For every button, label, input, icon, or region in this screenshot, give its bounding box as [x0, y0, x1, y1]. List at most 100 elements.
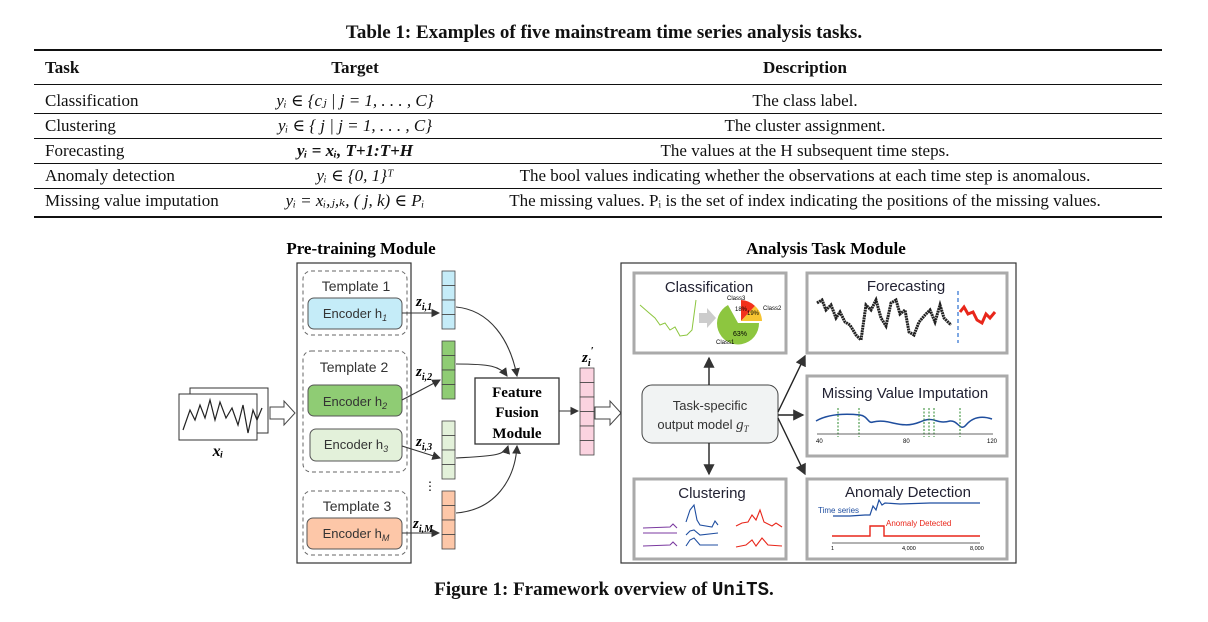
embedding-label-2: zi,2: [415, 364, 432, 383]
row-description: The cluster assignment.: [724, 116, 886, 135]
anomaly-tick: 4,000: [902, 546, 916, 552]
row-target: yᵢ ∈ {cⱼ | j = 1, . . . , C}: [276, 91, 434, 110]
template-2-label: Template 2: [320, 359, 389, 375]
clustering-panel: Clustering: [632, 477, 788, 561]
class3-percent: 18%: [735, 307, 748, 313]
row-rule: [34, 188, 1162, 189]
imputation-panel: Missing Value Imputation 40 80 120: [805, 374, 1009, 458]
analysis-title: Analysis Task Module: [746, 239, 906, 258]
imputation-tick: 40: [816, 439, 823, 445]
embedding-label-3: zi,3: [415, 434, 432, 453]
anomaly-detected-label: Anomaly Detected: [886, 519, 951, 528]
fused-vector-cell: [579, 411, 595, 427]
row-description: The values at the H subsequent time step…: [660, 141, 950, 160]
row-target: yᵢ ∈ {0, 1}ᵀ: [316, 166, 394, 185]
embedding-vector-cell: [441, 285, 456, 301]
class3-label: Class3: [727, 296, 746, 302]
embedding-vector-cell: [441, 490, 456, 506]
encoder-h1-label: Encoder h1: [323, 306, 387, 323]
class2-percent: 19%: [747, 311, 760, 317]
imputation-title: Missing Value Imputation: [822, 385, 988, 402]
template-1-label: Template 1: [322, 278, 391, 294]
fusion-line-1: Feature: [492, 385, 542, 401]
embedding-vector-cell: [441, 464, 456, 480]
task-specific-output-model: [641, 384, 779, 444]
fusion-line-2: Fusion: [495, 405, 539, 421]
embedding-vector-cell: [441, 420, 456, 436]
ellipsis: ⋮: [424, 479, 436, 493]
time-series-label: Time series: [818, 506, 859, 515]
fused-vector-cell: [579, 440, 595, 456]
embedding-vector-cell: [441, 534, 456, 550]
embedding-vector-cell: [441, 519, 456, 535]
fused-vector-cell: [579, 367, 595, 383]
imputation-tick: 120: [987, 439, 998, 445]
forecasting-title: Forecasting: [867, 278, 945, 295]
encoder-h2-label: Encoder h2: [323, 394, 387, 411]
fused-vector-cell: [579, 396, 595, 412]
row-description: The bool values indicating whether the o…: [519, 166, 1091, 185]
fusion-line-3: Module: [492, 426, 542, 442]
fused-vector-cell: [579, 425, 595, 441]
input-label: xᵢ: [212, 443, 224, 460]
pretraining-title: Pre-training Module: [286, 239, 436, 258]
table-title: Table 1: Examples of five mainstream tim…: [345, 22, 863, 43]
row-rule: [34, 163, 1162, 164]
embedding-vector-cell: [441, 505, 456, 521]
encoder-h2: [307, 384, 403, 417]
feature-fusion-module: [474, 377, 560, 445]
row-target: yᵢ ∈ { j | j = 1, . . . , C}: [277, 116, 433, 135]
class1-label: Class1: [716, 340, 735, 346]
anomaly-title: Anomaly Detection: [845, 484, 971, 501]
encoder-h3-label: Encoder h3: [324, 437, 388, 454]
header-description: Description: [762, 58, 848, 77]
header-target: Target: [331, 58, 379, 77]
output-arrows: [703, 354, 806, 476]
clustering-title: Clustering: [678, 485, 746, 502]
embedding-vector-cell: [441, 384, 456, 400]
class2-label: Class2: [763, 306, 782, 312]
embedding-vector-cell: [441, 369, 456, 385]
fused-vector-cell: [579, 382, 595, 398]
caption-text: Figure 1: Framework overview of: [434, 579, 712, 600]
row-task: Anomaly detection: [45, 166, 175, 185]
output-model-line-1: Task-specific: [673, 398, 748, 413]
table-bottom-rule: [34, 216, 1162, 218]
row-rule: [34, 113, 1162, 114]
embedding-vectors: [441, 270, 595, 550]
row-rule: [34, 138, 1162, 139]
forecasting-panel: Forecasting: [805, 271, 1009, 355]
embedding-vector-cell: [441, 314, 456, 330]
encoder-hM-label: Encoder hM: [323, 526, 390, 543]
embedding-vector-cell: [441, 299, 456, 315]
embedding-label-M: zi,M: [412, 516, 434, 535]
embedding-vector-cell: [441, 270, 456, 286]
row-task: Missing value imputation: [45, 191, 219, 210]
class1-percent: 63%: [733, 331, 747, 338]
classification-title: Classification: [665, 279, 753, 296]
anomaly-tick: 8,000: [970, 546, 984, 552]
template-1-box: [302, 270, 408, 336]
caption-suffix: .: [768, 579, 774, 600]
row-target: yᵢ = xᵢ, T+1:T+H: [296, 141, 414, 160]
encoder-h3: [309, 428, 403, 462]
row-target: yᵢ = xᵢ,ⱼ,ₖ, ( j, k) ∈ Pᵢ: [285, 191, 425, 210]
anomaly-tick: 1: [831, 546, 834, 552]
row-task: Clustering: [45, 116, 116, 135]
hollow-arrow-icon: [269, 399, 296, 427]
embedding-vector-cell: [441, 449, 456, 465]
figure-caption: Figure 1: Framework overview of UniTS.: [0, 579, 1208, 601]
header-task: Task: [45, 58, 80, 77]
template-3-label: Template 3: [323, 498, 392, 514]
table-top-rule: [34, 49, 1162, 51]
embedding-vector-cell: [441, 340, 456, 356]
row-description: The missing values. Pᵢ is the set of ind…: [509, 191, 1101, 210]
template-2-box: [302, 350, 408, 473]
caption-model-name: UniTS: [711, 579, 769, 601]
imputation-tick: 80: [903, 439, 910, 445]
embedding-vector-cell: [441, 355, 456, 371]
output-model-line-2: output model gT: [657, 417, 749, 434]
header-rule: [34, 84, 1162, 85]
row-task: Forecasting: [45, 141, 125, 160]
